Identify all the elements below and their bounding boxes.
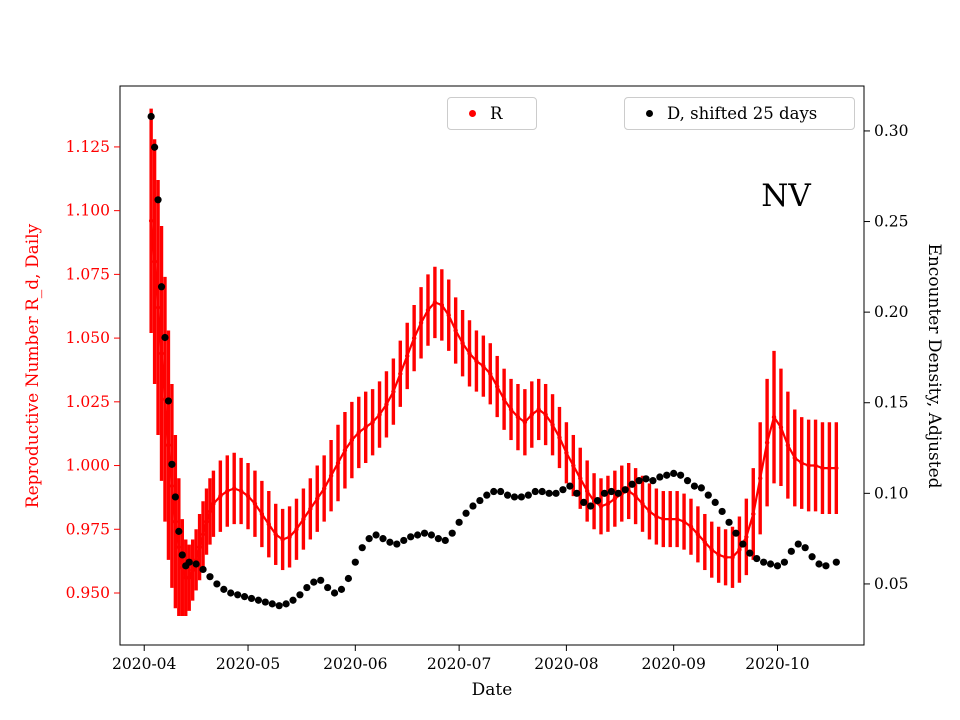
- x-ticks: [143, 645, 778, 651]
- x-tick-label: 2020-08: [534, 655, 598, 673]
- x-tick-label: 2020-06: [323, 655, 387, 673]
- x-tick-label: 2020-07: [427, 655, 491, 673]
- d-markers: [147, 112, 840, 610]
- y-right-tick-labels: 0.05 0.10 0.15 0.20 0.25 0.30: [874, 122, 909, 593]
- y-right-tick-label: 0.05: [874, 575, 909, 593]
- r-markers: [148, 218, 839, 580]
- legend-d-label: D, shifted 25 days: [667, 104, 818, 123]
- y-left-ticks: [114, 146, 120, 594]
- y-axis-label-left: Reproductive Number R_d, Daily: [23, 223, 43, 509]
- y-axis-label-right: Encounter Density, Adjusted: [924, 243, 944, 489]
- y-right-ticks: [864, 130, 870, 585]
- r-errorbars: [149, 108, 839, 616]
- x-tick-label: 2020-10: [745, 655, 809, 673]
- y-right-tick-label: 0.30: [874, 122, 909, 140]
- legend-d: D, shifted 25 days: [624, 97, 855, 130]
- r-legend-marker-icon: [469, 110, 476, 117]
- x-tick-labels: 2020-04 2020-05 2020-06 2020-07 2020-08 2020-…: [112, 655, 810, 673]
- y-left-tick-label: 1.050: [66, 329, 110, 347]
- x-tick-label: 2020-04: [112, 655, 177, 673]
- legend-r: R: [447, 97, 537, 130]
- x-axis-label: Date: [471, 680, 513, 700]
- y-left-tick-label: 1.075: [66, 265, 110, 283]
- y-right-tick-label: 0.25: [874, 213, 909, 231]
- x-tick-label: 2020-09: [641, 655, 705, 673]
- x-tick-label: 2020-05: [216, 655, 280, 673]
- y-left-tick-label: 1.025: [66, 393, 110, 411]
- y-left-tick-label: 0.975: [66, 520, 110, 538]
- y-left-tick-label: 1.000: [66, 457, 110, 475]
- d-legend-marker-icon: [646, 110, 653, 117]
- y-right-tick-label: 0.10: [874, 484, 909, 502]
- state-annotation: NV: [761, 178, 811, 214]
- y-right-tick-label: 0.15: [874, 394, 909, 412]
- y-left-tick-label: 1.100: [66, 202, 110, 220]
- axes-frame: [119, 85, 865, 646]
- y-left-tick-label: 0.950: [66, 584, 110, 602]
- y-right-tick-label: 0.20: [874, 303, 909, 321]
- legend-r-label: R: [490, 104, 503, 123]
- y-left-tick-labels: 0.950 0.975 1.000 1.025 1.050 1.075 1.100 1.125: [66, 138, 110, 602]
- y-left-tick-label: 1.125: [66, 138, 110, 156]
